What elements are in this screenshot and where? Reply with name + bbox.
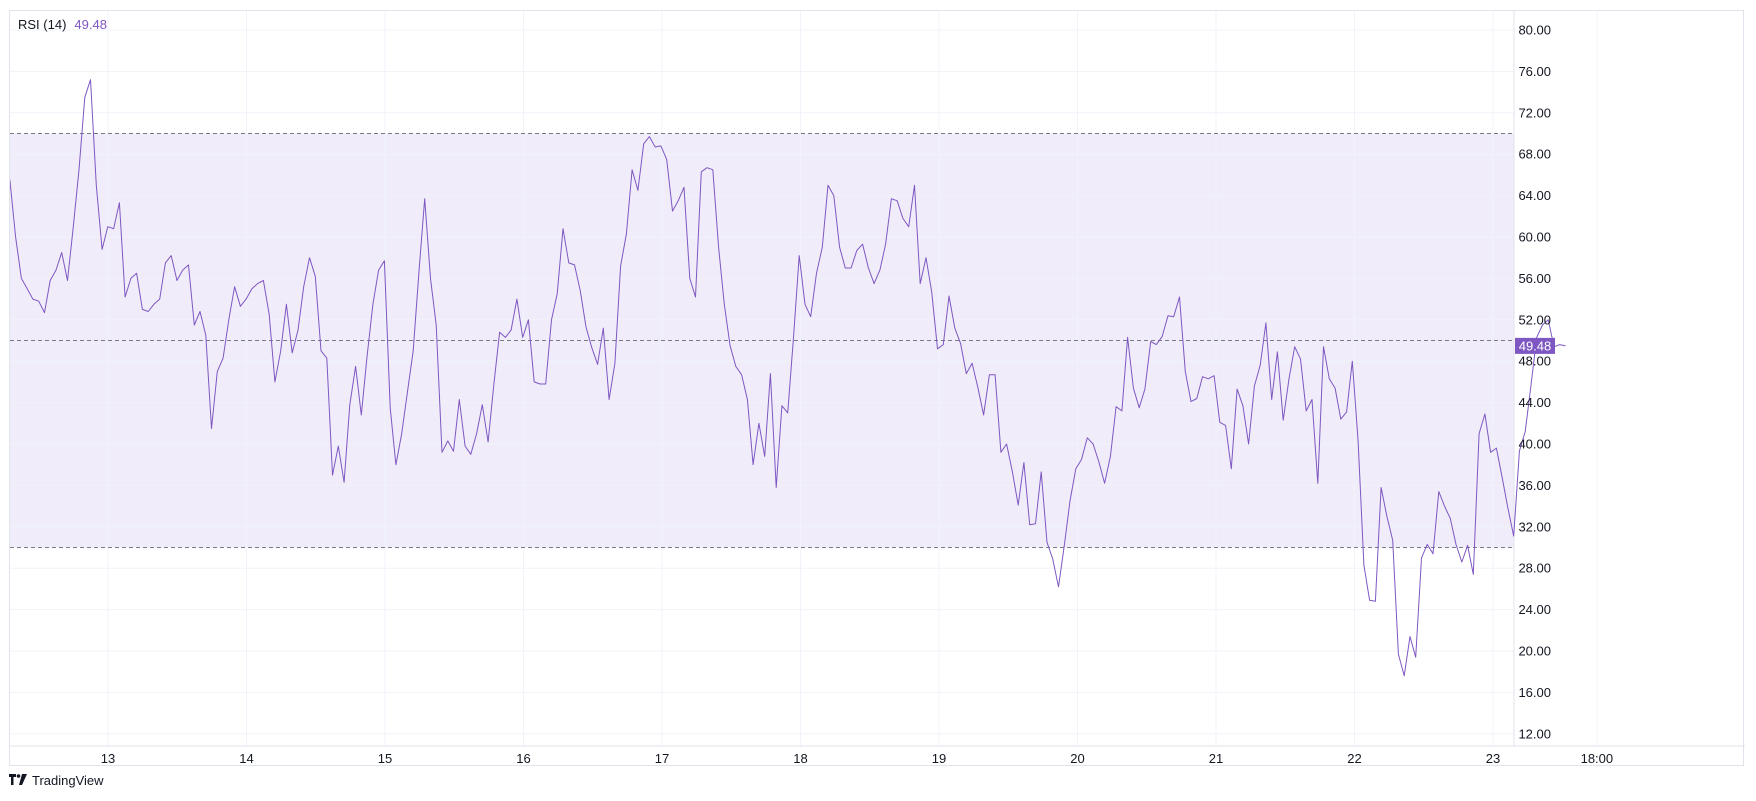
x-tick-label: 20 xyxy=(1070,751,1084,766)
y-tick-label: 76.00 xyxy=(1518,64,1551,79)
y-tick-label: 68.00 xyxy=(1518,147,1551,162)
indicator-value: 49.48 xyxy=(74,17,107,32)
y-tick-label: 28.00 xyxy=(1518,561,1551,576)
x-tick-label: 18 xyxy=(793,751,807,766)
y-tick-label: 56.00 xyxy=(1518,271,1551,286)
brand-name: TradingView xyxy=(32,773,104,788)
indicator-name: RSI (14) xyxy=(18,17,67,32)
y-tick-label: 24.00 xyxy=(1518,602,1551,617)
rsi-chart-panel[interactable]: 80.00 76.00 72.00 68.00 64.00 60.00 56.00 52.00… xyxy=(9,10,1745,767)
tradingview-logo-icon xyxy=(9,773,27,788)
y-tick-label: 16.00 xyxy=(1518,685,1551,700)
y-tick-label: 36.00 xyxy=(1518,478,1551,493)
y-tick-label: 32.00 xyxy=(1518,519,1551,534)
rsi-chart[interactable]: 80.00 76.00 72.00 68.00 64.00 60.00 56.00 52.00… xyxy=(10,11,1745,767)
last-value-badge xyxy=(1515,337,1555,354)
x-tick-label: 23 xyxy=(1486,751,1500,766)
rsi-line xyxy=(10,79,1566,677)
indicator-legend[interactable]: RSI (14) 49.48 xyxy=(18,17,107,32)
y-tick-label: 48.00 xyxy=(1518,354,1551,369)
y-tick-label: 72.00 xyxy=(1518,105,1551,120)
x-tick-label: 13 xyxy=(101,751,115,766)
y-tick-label: 64.00 xyxy=(1518,188,1551,203)
y-tick-label: 40.00 xyxy=(1518,437,1551,452)
x-tick-label: 18:00 xyxy=(1581,751,1614,766)
y-tick-label: 12.00 xyxy=(1518,726,1551,741)
y-tick-label: 44.00 xyxy=(1518,395,1551,410)
x-tick-label: 15 xyxy=(378,751,392,766)
x-tick-label: 22 xyxy=(1347,751,1361,766)
y-tick-label: 52.00 xyxy=(1518,312,1551,327)
x-tick-label: 16 xyxy=(516,751,530,766)
last-value-label: 49.48 xyxy=(1519,338,1552,353)
x-tick-label: 21 xyxy=(1209,751,1223,766)
y-tick-label: 60.00 xyxy=(1518,230,1551,245)
x-tick-label: 19 xyxy=(932,751,946,766)
x-tick-label: 14 xyxy=(239,751,253,766)
tradingview-logo[interactable]: TradingView xyxy=(9,773,104,788)
x-tick-label: 17 xyxy=(655,751,669,766)
y-tick-label: 80.00 xyxy=(1518,23,1551,38)
y-tick-label: 20.00 xyxy=(1518,644,1551,659)
